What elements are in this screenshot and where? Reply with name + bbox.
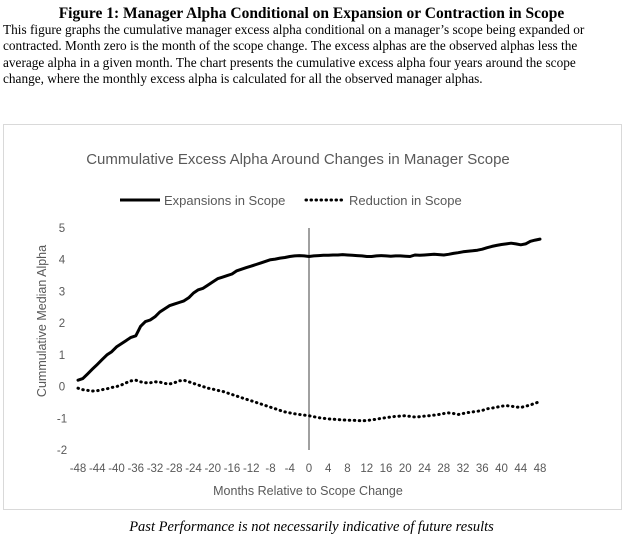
y-tick-label: -1 <box>57 413 67 425</box>
x-axis-ticks: -48 -44 -40 -36 -32 -28 -24 -20 -16 -12 -8 -4 0 4 8 12 1… <box>70 463 547 475</box>
y-tick-label: 4 <box>59 255 66 267</box>
legend: Expansions in Scope Reduction in Scope <box>120 193 462 208</box>
chart-title: Cummulative Excess Alpha Around Changes … <box>86 151 510 168</box>
x-tick-label: 20 <box>399 463 412 475</box>
y-tick-label: 5 <box>59 223 65 235</box>
x-tick-label: 28 <box>437 463 450 475</box>
x-tick-label: 40 <box>495 463 508 475</box>
y-tick-label: -2 <box>57 445 67 457</box>
y-tick-label: 3 <box>59 286 65 298</box>
figure-caption: This figure graphs the cumulative manage… <box>3 22 585 86</box>
y-tick-label: 0 <box>59 382 65 394</box>
y-axis-label: Cummulative Median Alpha <box>35 245 49 397</box>
y-tick-label: 2 <box>59 318 65 330</box>
legend-label-reduction: Reduction in Scope <box>349 193 462 208</box>
legend-label-expansions: Expansions in Scope <box>164 193 285 208</box>
x-tick-label: -36 <box>127 463 144 475</box>
x-tick-label: 0 <box>306 463 312 475</box>
x-tick-label: 12 <box>360 463 373 475</box>
x-tick-label: 36 <box>476 463 489 475</box>
x-tick-label: 32 <box>457 463 470 475</box>
y-tick-label: 1 <box>59 350 65 362</box>
x-tick-label: -48 <box>70 463 87 475</box>
line-chart: Cummulative Excess Alpha Around Changes … <box>35 151 547 498</box>
x-tick-label: 16 <box>380 463 393 475</box>
x-tick-label: -20 <box>204 463 221 475</box>
y-axis-ticks: -2 -1 0 1 2 3 4 5 <box>57 223 67 457</box>
x-tick-label: -40 <box>108 463 125 475</box>
x-tick-label: -44 <box>89 463 106 475</box>
x-tick-label: -32 <box>147 463 164 475</box>
x-tick-label: -16 <box>224 463 241 475</box>
x-axis-label: Months Relative to Scope Change <box>213 484 403 498</box>
series-line-reduction <box>76 378 542 423</box>
series-line-expansions <box>76 237 542 382</box>
x-tick-label: 48 <box>534 463 547 475</box>
x-tick-label: 4 <box>325 463 332 475</box>
x-tick-label: 24 <box>418 463 431 475</box>
series-layer <box>76 237 542 423</box>
chart-container: Cummulative Excess Alpha Around Changes … <box>3 124 622 510</box>
x-tick-label: -24 <box>185 463 202 475</box>
x-tick-label: -12 <box>243 463 260 475</box>
x-tick-label: 44 <box>514 463 527 475</box>
x-tick-label: 8 <box>344 463 350 475</box>
disclaimer-footer: Past Performance is not necessarily indi… <box>129 519 494 535</box>
x-tick-label: -8 <box>265 463 275 475</box>
x-tick-label: -4 <box>285 463 296 475</box>
figure-title: Figure 1: Manager Alpha Conditional on E… <box>58 5 565 22</box>
x-tick-label: -28 <box>166 463 183 475</box>
